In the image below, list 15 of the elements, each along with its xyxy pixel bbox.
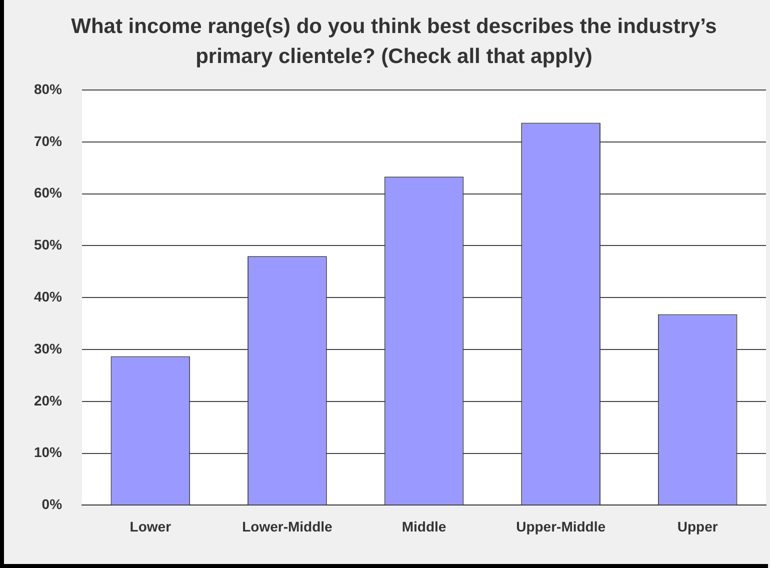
y-tick-label: 80%: [34, 80, 63, 97]
x-tick-label: Middle: [402, 518, 446, 534]
y-tick-label: 30%: [34, 340, 63, 356]
x-tick-label: Upper-Middle: [516, 518, 606, 534]
y-tick-label: 50%: [34, 236, 63, 253]
y-tick-label: 10%: [34, 444, 63, 460]
chart-title: What income range(s) do you think best describes the industry’s primary clientele? (Check all that apply): [70, 14, 718, 70]
y-tick-label: 40%: [34, 288, 63, 304]
y-tick-label: 60%: [34, 184, 63, 201]
x-tick-label: Lower: [130, 518, 172, 534]
y-tick-label: 70%: [34, 132, 63, 149]
x-tick-label: Lower-Middle: [242, 518, 333, 534]
y-tick-label: 0%: [42, 496, 63, 512]
x-tick-label: Upper: [677, 518, 718, 534]
y-tick-label: 20%: [34, 392, 63, 408]
